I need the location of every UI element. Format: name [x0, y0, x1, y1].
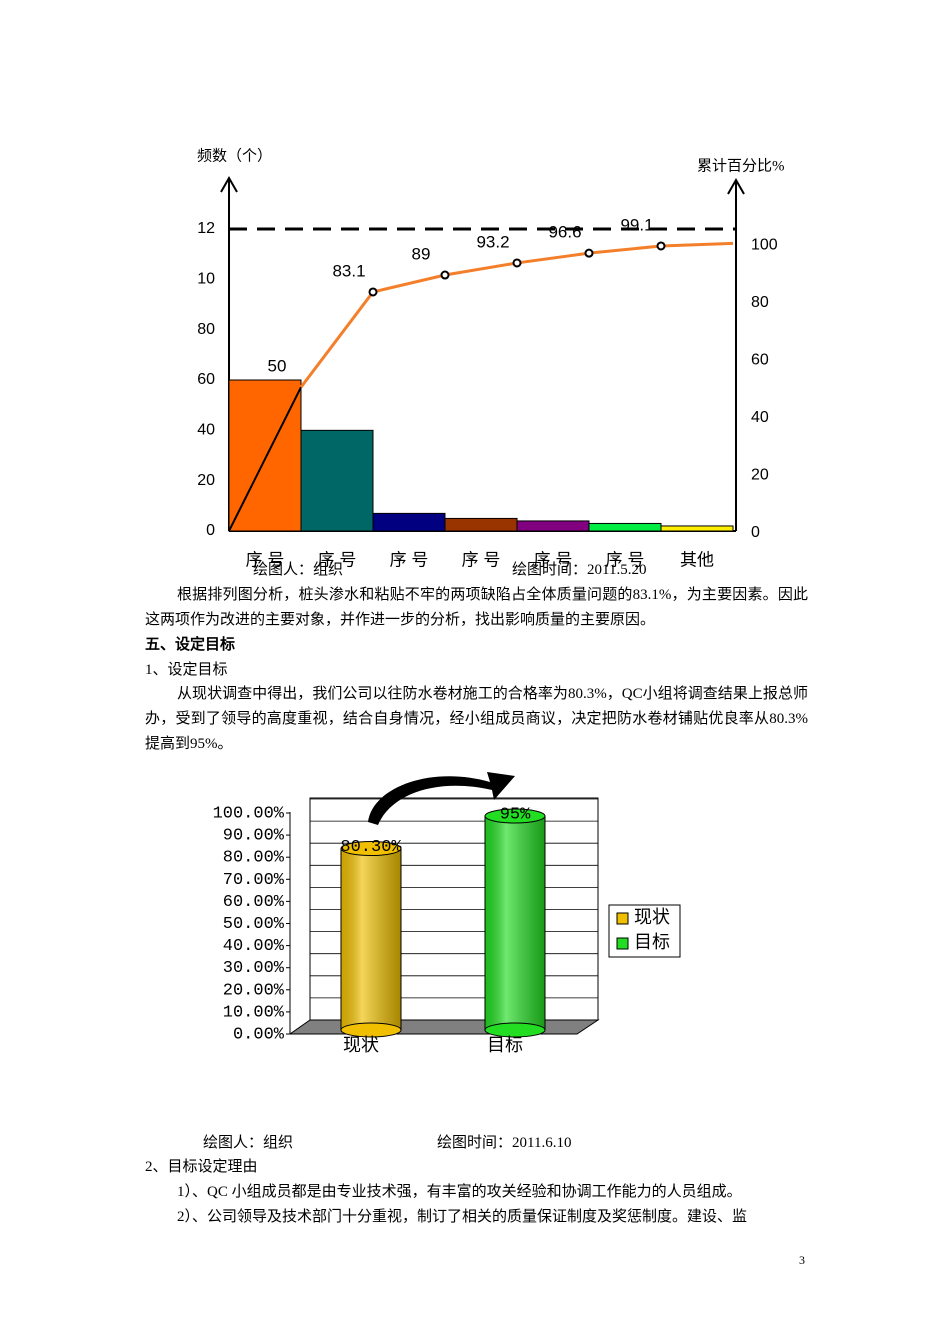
bar [660, 525, 734, 532]
caption-author: 绘图人：组织 [203, 1135, 294, 1151]
paragraph: 根据排列图分析，桩头渗水和粘贴不牢的两项缺陷占全体质量问题的83.1%，为主要因… [145, 587, 808, 628]
y-tick-label: 80.00% [223, 849, 285, 868]
data-label: 99.1 [620, 215, 653, 234]
cylinder-top [340, 841, 402, 857]
data-label: 83.1 [332, 261, 365, 280]
y-tick-label: 0.00% [233, 1025, 285, 1044]
y-tick-label: 60.00% [223, 893, 285, 912]
cylinder-base [340, 1022, 402, 1038]
x-tick-label: 序 号 [534, 550, 573, 569]
y2-axis-title: 累计百分比% [697, 157, 785, 174]
x-tick-label: 其他 [680, 550, 714, 569]
bar [588, 522, 662, 532]
y-tick-label: 70.00% [223, 871, 285, 890]
y-axis-arrow [220, 175, 238, 193]
y2-tick-label: 20 [751, 467, 769, 484]
y-tick-label: 10 [197, 271, 215, 288]
y-tick-label: 40 [197, 422, 215, 439]
floor [288, 1019, 600, 1035]
x-tick-label: 序 号 [606, 550, 645, 569]
y-tick-label: 50.00% [223, 915, 285, 934]
y2-tick-label: 0 [751, 524, 760, 541]
data-label: 80.30% [340, 838, 402, 857]
legend-swatch [616, 912, 629, 925]
y2-tick-label: 60 [751, 352, 769, 369]
caption-time: 绘图时间：2011.6.10 [437, 1135, 572, 1151]
paragraph: 从现状调查中得出，我们公司以往防水卷材施工的合格率为80.3%，QC小组将调查结… [145, 686, 808, 752]
cumulative-marker [512, 258, 522, 268]
legend-label: 现状 [634, 907, 670, 927]
y-tick-label: 12 [197, 220, 215, 237]
x-tick-label: 目标 [487, 1035, 523, 1055]
caption-author: 绘图人：组织 [253, 562, 344, 578]
y2-tick-label: 100 [751, 237, 778, 254]
x-tick-label: 现状 [343, 1035, 379, 1055]
y2-tick-label: 40 [751, 409, 769, 426]
y-tick-label: 0 [206, 522, 215, 539]
y-tick-label: 60 [197, 371, 215, 388]
arrow [368, 772, 515, 825]
data-label: 93.2 [476, 232, 509, 251]
bar [300, 429, 374, 532]
origin-line [228, 386, 302, 532]
y-tick-label: 30.00% [223, 959, 285, 978]
y-tick-label: 40.00% [223, 937, 285, 956]
cylinder-top [484, 808, 546, 824]
y-tick-label: 90.00% [223, 827, 285, 846]
list-item: 1）、QC 小组成员都是由专业技术强，有丰富的攻关经验和协调工作能力的人员组成。 [177, 1184, 742, 1200]
subheading: 2、目标设定理由 [145, 1159, 258, 1175]
list-item: 2）、公司领导及技术部门十分重视，制订了相关的质量保证制度及奖惩制度。建设、监 [177, 1209, 748, 1225]
cylinder-base [484, 1022, 546, 1038]
y2-axis-arrow [727, 177, 745, 195]
x-tick-label: 序 号 [318, 550, 357, 569]
x-tick-label: 序 号 [390, 550, 429, 569]
legend-swatch [616, 937, 629, 950]
caption-time: 绘图时间：2011.5.20 [512, 562, 647, 578]
y-tick-label: 10.00% [223, 1003, 285, 1022]
page-number: 3 [799, 1253, 805, 1267]
bar [372, 512, 446, 532]
x-tick-label: 序 号 [246, 550, 285, 569]
cumulative-marker [368, 287, 378, 297]
section-heading: 五、设定目标 [145, 637, 236, 653]
data-label: 89 [412, 245, 431, 264]
subheading: 1、设定目标 [145, 662, 228, 678]
x-tick-label: 序 号 [462, 550, 501, 569]
y-tick-label: 20.00% [223, 981, 285, 1000]
cylinder-shade [485, 816, 545, 1030]
y-tick-label: 80 [197, 321, 215, 338]
y-tick-label: 20 [197, 472, 215, 489]
cumulative-marker [656, 241, 666, 251]
data-label: 50 [268, 357, 287, 376]
y-tick-label: 100.00% [213, 804, 285, 823]
bar [444, 517, 518, 532]
legend-label: 目标 [634, 932, 670, 952]
cumulative-marker [440, 270, 450, 280]
cumulative-marker [584, 248, 594, 258]
bar [516, 520, 590, 532]
y-axis-title: 频数（个） [197, 147, 272, 164]
cylinder-shade [341, 848, 401, 1030]
data-label: 96.6 [548, 223, 581, 242]
data-label: 95% [500, 806, 531, 825]
y2-tick-label: 80 [751, 294, 769, 311]
